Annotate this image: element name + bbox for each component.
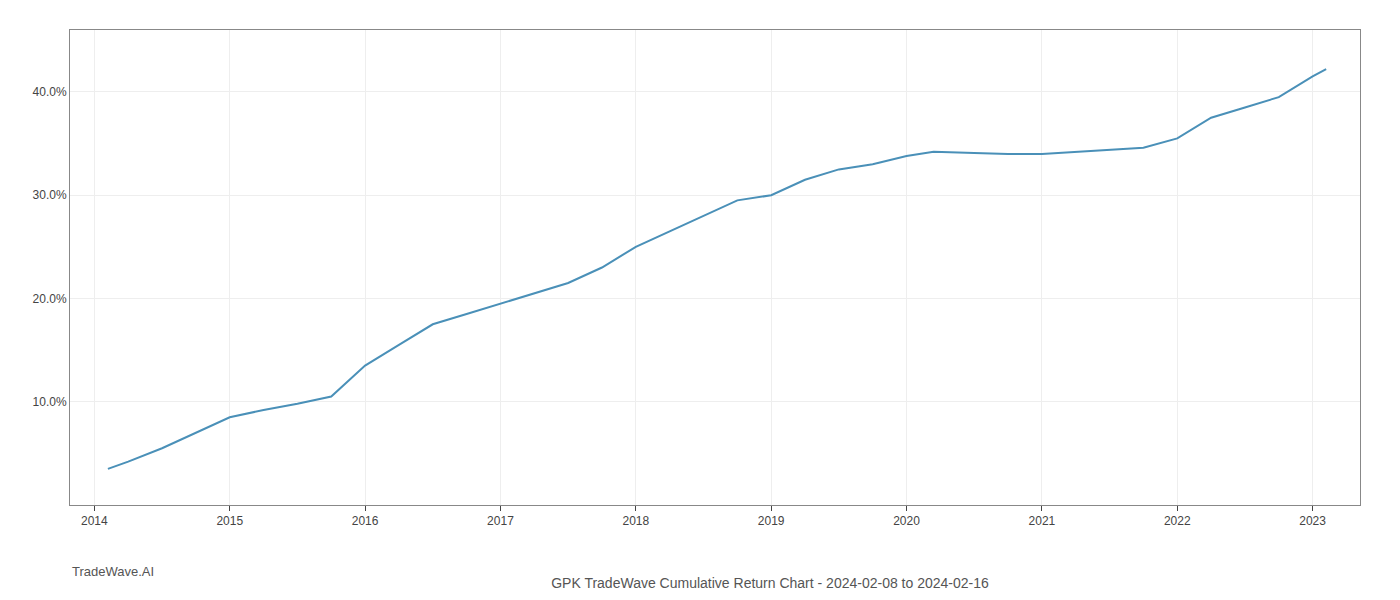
svg-text:2014: 2014 xyxy=(81,514,108,528)
svg-text:30.0%: 30.0% xyxy=(33,188,67,202)
svg-text:2015: 2015 xyxy=(216,514,243,528)
svg-text:20.0%: 20.0% xyxy=(33,292,67,306)
svg-text:2016: 2016 xyxy=(352,514,379,528)
svg-text:2017: 2017 xyxy=(487,514,514,528)
svg-text:2020: 2020 xyxy=(893,514,920,528)
svg-text:2021: 2021 xyxy=(1029,514,1056,528)
svg-text:2022: 2022 xyxy=(1164,514,1191,528)
svg-text:40.0%: 40.0% xyxy=(33,85,67,99)
svg-text:TradeWave.AI: TradeWave.AI xyxy=(72,564,154,579)
svg-text:2019: 2019 xyxy=(758,514,785,528)
svg-text:2023: 2023 xyxy=(1299,514,1326,528)
svg-text:GPK TradeWave Cumulative Retur: GPK TradeWave Cumulative Return Chart - … xyxy=(551,575,989,591)
svg-text:10.0%: 10.0% xyxy=(33,395,67,409)
svg-text:2018: 2018 xyxy=(622,514,649,528)
